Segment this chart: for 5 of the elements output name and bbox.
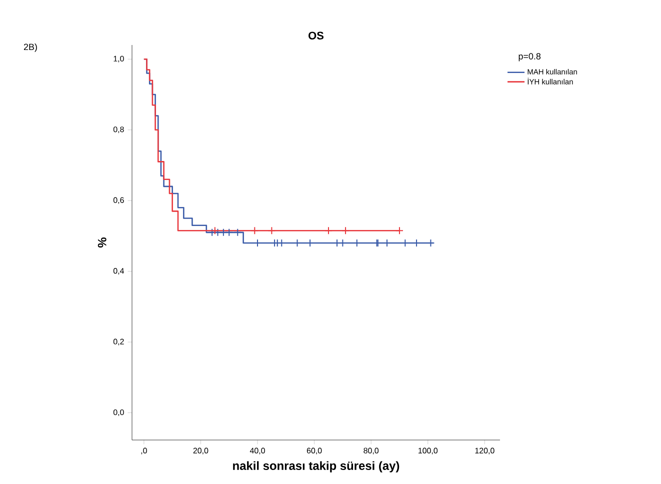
- legend-title: p=0.8: [518, 53, 541, 62]
- chart-title: OS: [308, 32, 324, 40]
- text: 2B): [24, 44, 37, 52]
- x-axis-title: nakil sonrası takip süresi (ay): [233, 461, 400, 472]
- y-axis-title: %: [98, 238, 106, 248]
